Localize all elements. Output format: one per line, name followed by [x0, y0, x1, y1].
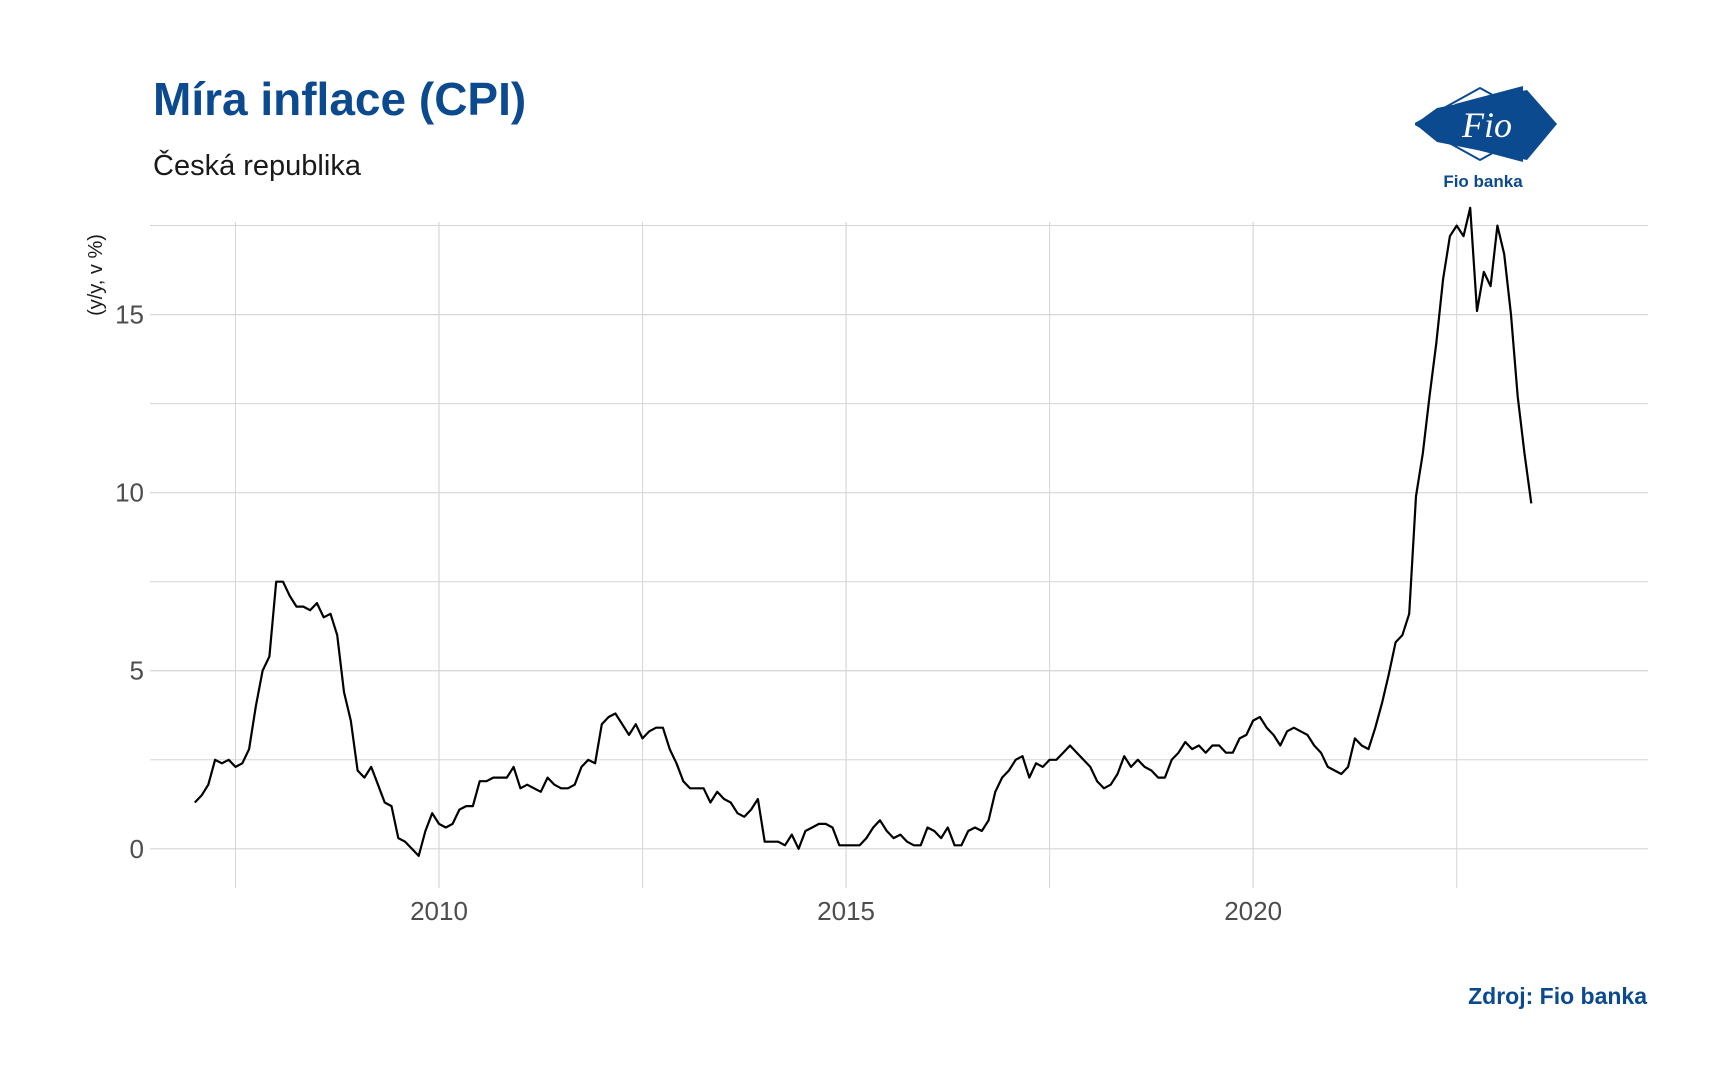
y-tick-label: 5 — [130, 656, 144, 686]
x-tick-label: 2015 — [817, 896, 875, 926]
y-tick-label: 15 — [115, 300, 144, 330]
chart-subtitle: Česká republika — [153, 150, 361, 182]
y-tick-labels: 0 5 10 15 — [115, 300, 144, 864]
x-tick-label: 2020 — [1224, 896, 1282, 926]
source-note: Zdroj: Fio banka — [1468, 983, 1647, 1009]
fio-logo-caption: Fio banka — [1443, 172, 1523, 191]
grid-lines — [150, 222, 1648, 888]
fio-logo-mark: Fio — [1461, 105, 1512, 145]
fio-banka-logo: Fio Fio banka — [1411, 80, 1575, 200]
x-tick-labels: 2010 2015 2020 — [410, 896, 1282, 926]
chart-title: Míra inflace (CPI) — [153, 73, 527, 125]
y-tick-label: 10 — [115, 478, 144, 508]
x-tick-label: 2010 — [410, 896, 468, 926]
y-axis-title: (y/y, v %) — [85, 234, 107, 316]
y-tick-label: 0 — [130, 834, 144, 864]
series-line-cpi — [194, 206, 1533, 857]
fio-flag-icon: Fio Fio banka — [1411, 86, 1557, 191]
